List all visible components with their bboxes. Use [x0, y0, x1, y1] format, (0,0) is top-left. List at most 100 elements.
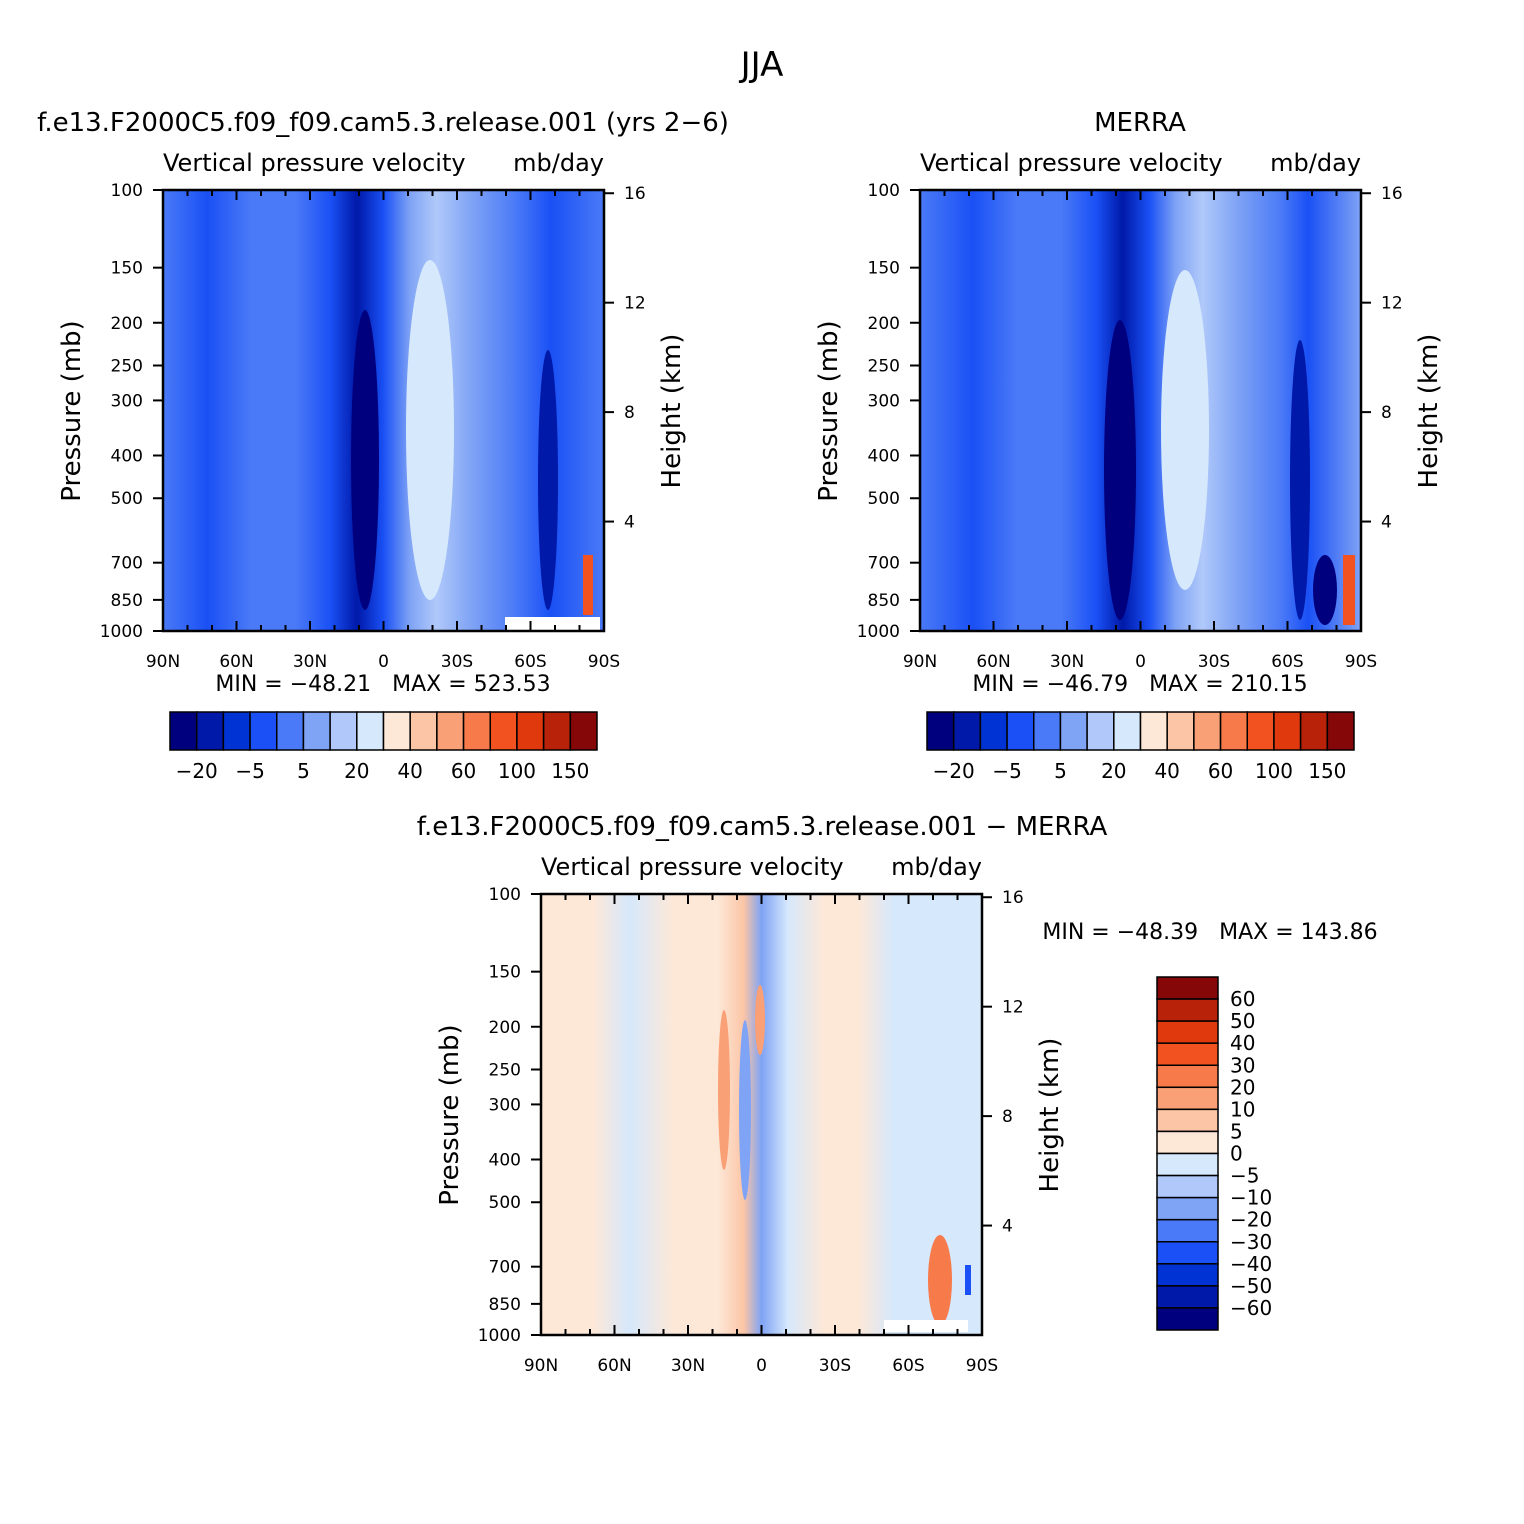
colorbar-swatch — [1193, 711, 1222, 751]
colorbar-label: −5 — [992, 759, 1021, 783]
colorbar-swatch — [1156, 1086, 1219, 1111]
variable-label: Vertical pressure velocity — [541, 853, 844, 881]
panel-diff: f.e13.F2000C5.f09_f09.cam5.3.release.001… — [417, 812, 1378, 1376]
x-tick-label: 30N — [293, 652, 327, 672]
y-tick-label: 150 — [489, 963, 521, 983]
y2-tick-label: 16 — [1002, 888, 1024, 908]
colorbar-swatch — [1156, 1285, 1219, 1309]
right-axis: 16 12 8 4 — [1361, 184, 1403, 533]
colorbar-swatch — [1156, 1307, 1219, 1331]
colorbar-swatch — [1006, 711, 1035, 751]
colorbar-label: 100 — [1255, 759, 1293, 783]
x-tick-label: 30N — [671, 1356, 705, 1376]
colorbar-label: 60 — [1230, 987, 1255, 1011]
left-axis: 100 150 200 250 300 400 500 700 850 1000 — [857, 181, 920, 642]
min-max-label: MIN = −48.39 MAX = 143.86 — [1042, 920, 1377, 945]
colorbar-swatch — [1156, 1064, 1219, 1089]
y-tick-label: 1000 — [857, 622, 900, 642]
contour-core — [1290, 340, 1310, 620]
x-tick-label: 30S — [1198, 652, 1230, 672]
missing-data — [884, 1320, 968, 1332]
y-tick-label: 700 — [111, 554, 143, 574]
colorbar-swatch — [1156, 976, 1219, 1000]
x-axis: 90N 60N 30N 0 30S 60S 90S — [524, 894, 998, 1376]
right-axis: 16 12 8 4 — [982, 888, 1024, 1237]
units-label: mb/day — [513, 149, 604, 177]
colorbar-swatch — [1219, 711, 1248, 751]
x-tick-label: 90S — [588, 652, 620, 672]
contour-core — [718, 1010, 730, 1170]
colorbar-swatch — [1246, 711, 1275, 751]
contour-core — [739, 1020, 751, 1200]
contour-core — [351, 310, 379, 610]
contour-core — [965, 1265, 971, 1295]
contour-core — [1313, 555, 1337, 625]
y-axis-label: Pressure (mb) — [435, 1024, 465, 1205]
colorbar-label: 50 — [1230, 1009, 1255, 1033]
y2-axis-label: Height (km) — [1035, 1038, 1065, 1193]
colorbar-swatch — [1156, 1152, 1219, 1177]
colorbar-swatch — [436, 711, 465, 751]
y-tick-label: 150 — [868, 259, 900, 279]
colorbar-label: 40 — [1154, 759, 1179, 783]
variable-label: Vertical pressure velocity — [163, 149, 466, 177]
colorbar-label: −20 — [176, 759, 218, 783]
right-axis: 16 12 8 4 — [604, 184, 646, 533]
y-tick-label: 200 — [868, 314, 900, 334]
colorbar-label: −20 — [933, 759, 975, 783]
figure-title: JJA — [739, 45, 784, 85]
colorbar-swatch — [1156, 1218, 1219, 1243]
colorbar-label: 0 — [1230, 1142, 1243, 1166]
y-tick-label: 500 — [489, 1193, 521, 1213]
panel-title: f.e13.F2000C5.f09_f09.cam5.3.release.001… — [417, 812, 1108, 842]
colorbar-swatch — [1156, 1130, 1219, 1155]
contour-core — [928, 1235, 952, 1325]
colorbar-swatch — [409, 711, 438, 751]
y2-tick-label: 12 — [1381, 294, 1403, 314]
colorbar-swatch — [249, 711, 278, 751]
y-tick-label: 400 — [489, 1151, 521, 1171]
y2-tick-label: 16 — [624, 184, 646, 204]
y-tick-label: 700 — [868, 554, 900, 574]
y-tick-label: 300 — [489, 1095, 521, 1115]
contour-core — [755, 985, 765, 1055]
y-axis-label: Pressure (mb) — [814, 320, 844, 501]
units-label: mb/day — [891, 853, 982, 881]
y2-tick-label: 4 — [1381, 513, 1392, 533]
units-label: mb/day — [1270, 149, 1361, 177]
colorbar-label: −60 — [1230, 1296, 1272, 1320]
colorbar-label: 5 — [1230, 1119, 1243, 1143]
panel-title: MERRA — [1094, 108, 1186, 138]
colorbar-swatch — [1299, 711, 1329, 751]
y-tick-label: 400 — [868, 447, 900, 467]
colorbar-label: 5 — [1054, 759, 1067, 783]
y-axis-label: Pressure (mb) — [57, 320, 87, 501]
contour-core — [406, 260, 454, 600]
contour-core — [1343, 555, 1355, 625]
y2-tick-label: 8 — [1002, 1107, 1013, 1127]
y-tick-label: 200 — [111, 314, 143, 334]
colorbar-swatch — [222, 711, 251, 751]
colorbar-swatch — [1156, 1174, 1219, 1199]
colorbar-label: 60 — [451, 759, 476, 783]
x-tick-label: 60S — [514, 652, 546, 672]
colorbar-label: −5 — [235, 759, 264, 783]
colorbar-label: 20 — [344, 759, 369, 783]
y-tick-label: 1000 — [478, 1326, 521, 1346]
colorbar-swatch — [462, 711, 491, 751]
colorbar-swatch — [516, 711, 545, 751]
colorbar-swatch — [302, 711, 331, 751]
y-tick-label: 200 — [489, 1018, 521, 1038]
colorbar-swatch — [569, 711, 598, 751]
contour-core — [583, 555, 593, 615]
colorbar-swatch — [1156, 1241, 1219, 1265]
colorbar-label: −40 — [1230, 1252, 1272, 1276]
colorbar-swatch — [1139, 711, 1168, 751]
colorbar-swatch — [1156, 1020, 1219, 1044]
colorbar-label: −5 — [1230, 1164, 1259, 1188]
colorbar-swatch — [1059, 711, 1088, 751]
y2-tick-label: 4 — [1002, 1217, 1013, 1237]
x-axis: 90N 60N 30N 0 30S 60S 90S — [146, 190, 620, 672]
y2-axis-label: Height (km) — [1414, 334, 1444, 489]
